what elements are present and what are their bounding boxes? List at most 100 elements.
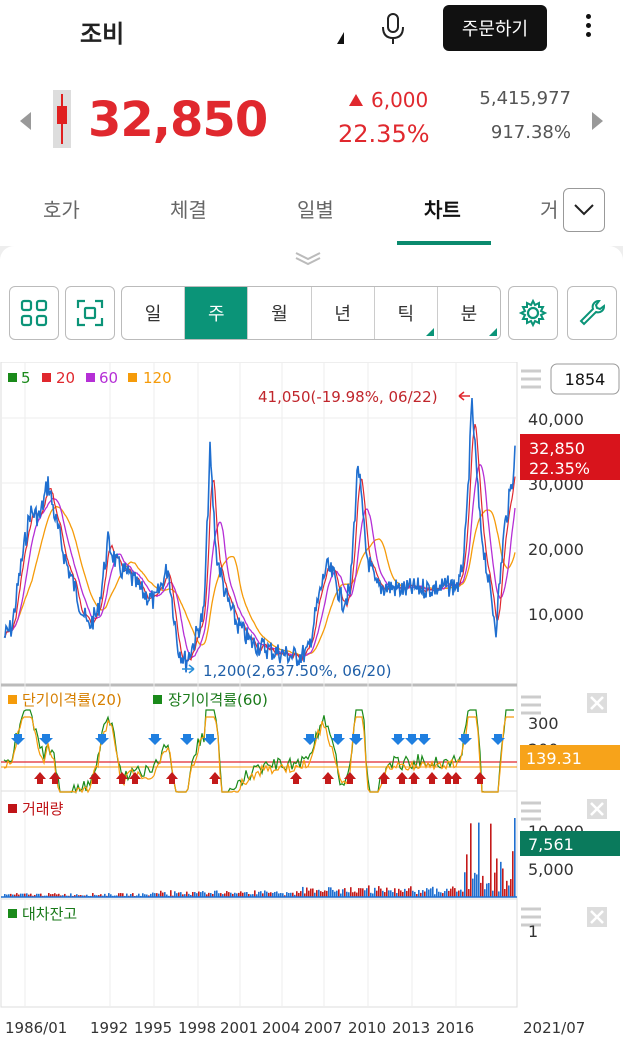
price-change-percent: 22.35%	[338, 120, 430, 148]
volume-bars	[4, 818, 516, 897]
ma20-line	[3, 423, 516, 662]
period-tick-label: 틱	[397, 304, 415, 325]
stock-select-caret-icon[interactable]	[330, 32, 344, 44]
volume-axis-menu-icon[interactable]	[521, 801, 541, 821]
x-axis-label: 1986/01	[5, 1019, 67, 1037]
tab-more[interactable]: 거	[540, 198, 559, 222]
period-month-label: 월	[271, 304, 288, 325]
disparity-axis-300: 300	[528, 714, 559, 733]
app-header: 조비 주문하기	[0, 0, 623, 58]
long-disparity-line	[3, 709, 514, 795]
trade-volume: 5,415,977	[479, 88, 571, 109]
turnover-ratio: 917.38%	[490, 122, 571, 143]
tab-chart[interactable]: 차트	[424, 198, 461, 222]
more-menu-icon[interactable]	[578, 10, 598, 46]
tabs-expand-button[interactable]	[563, 188, 605, 232]
ma120-line	[3, 505, 516, 657]
x-axis-label: 2010	[348, 1019, 386, 1037]
loan-axis-menu-icon[interactable]	[521, 907, 541, 927]
order-button[interactable]: 주문하기	[443, 5, 547, 51]
x-axis-label: 2013	[392, 1019, 430, 1037]
volume-value-marker	[520, 831, 620, 856]
price-series	[3, 397, 516, 673]
signal-arrows	[11, 734, 505, 784]
legend-ma5: 5	[21, 369, 31, 387]
count-badge[interactable]	[550, 363, 620, 395]
price-axis-menu-icon[interactable]	[521, 369, 541, 389]
x-axis-label: 2016	[436, 1019, 474, 1037]
x-axis-label: 1995	[134, 1019, 172, 1037]
period-month[interactable]: 월	[248, 287, 312, 339]
current-price-marker-price: 32,850	[529, 439, 585, 458]
period-tick[interactable]: 틱	[375, 287, 438, 339]
volume-axis-5000: 5,000	[528, 860, 574, 879]
legend-long-disparity: 장기이격률(60)	[168, 691, 268, 709]
x-axis-label: 1992	[90, 1019, 128, 1037]
tab-daily[interactable]: 일별	[297, 198, 334, 222]
fullscreen-button[interactable]	[65, 286, 115, 340]
period-year[interactable]: 년	[312, 287, 375, 339]
period-day-label: 일	[144, 304, 162, 325]
legend-volume: 거래량	[22, 800, 64, 818]
gear-icon	[518, 298, 548, 328]
layout-grid-button[interactable]	[9, 286, 59, 340]
count-badge-label: 1854	[565, 370, 606, 389]
low-price-annotation: 1,200(2,637.50%, 06/20)	[203, 662, 391, 680]
close-icon	[590, 910, 604, 924]
period-year-label: 년	[334, 304, 351, 325]
collapse-handle-icon[interactable]	[293, 250, 323, 266]
volume-value-label: 7,561	[528, 835, 574, 854]
period-minute-label: 분	[460, 304, 478, 325]
disparity-value-marker	[520, 745, 620, 770]
legend-ma20: 20	[56, 369, 75, 387]
chevron-down-icon	[574, 204, 594, 216]
price-change: 6,000	[349, 88, 428, 112]
disparity-axis-menu-icon[interactable]	[521, 695, 541, 715]
high-arrow-icon	[458, 391, 470, 401]
period-selector: 일 주 월 년 틱 분	[121, 286, 501, 340]
quote-summary: 32,850 6,000 22.35% 5,415,977 917.38%	[0, 82, 623, 158]
disparity-legend: 단기이격률(20) 장기이격률(60)	[8, 691, 268, 709]
x-axis-label: 2021/07	[523, 1019, 585, 1037]
detail-tabs: 호가 체결 일별 차트 거	[0, 178, 623, 245]
current-price-marker	[520, 434, 620, 480]
price-axis-20000: 20,000	[528, 540, 584, 559]
period-week[interactable]: 주	[185, 287, 249, 339]
grid-icon	[20, 299, 48, 327]
fullscreen-icon	[76, 299, 104, 327]
next-stock-icon[interactable]	[592, 112, 603, 130]
microphone-icon[interactable]	[378, 12, 408, 46]
candle-indicator-icon	[53, 90, 71, 148]
tab-orderbook[interactable]: 호가	[43, 198, 80, 222]
x-axis-label: 1998	[178, 1019, 216, 1037]
period-day[interactable]: 일	[122, 287, 186, 339]
stock-chart[interactable]: 5 20 60 120 41,050(-19.98%, 06/22) 1,200…	[0, 361, 623, 1039]
loan-axis-1: 1	[528, 922, 538, 941]
price-axis-10000: 10,000	[528, 605, 584, 624]
tab-trades[interactable]: 체결	[170, 198, 207, 222]
x-axis-label: 2001	[220, 1019, 258, 1037]
previous-stock-icon[interactable]	[20, 112, 31, 130]
short-disparity-line	[3, 716, 514, 794]
up-triangle-icon	[349, 94, 363, 106]
period-week-label: 주	[207, 304, 225, 325]
close-icon	[590, 696, 604, 710]
high-price-annotation: 41,050(-19.98%, 06/22)	[258, 388, 438, 406]
price-change-value: 6,000	[371, 88, 429, 112]
legend-short-disparity: 단기이격률(20)	[22, 691, 122, 709]
stock-name[interactable]: 조비	[80, 20, 125, 48]
price-legend: 5 20 60 120	[8, 369, 172, 387]
price-axis-40000: 40,000	[528, 410, 584, 429]
legend-loan-balance: 대차잔고	[22, 905, 77, 923]
wrench-icon	[579, 300, 605, 326]
chart-tools-button[interactable]	[567, 286, 617, 340]
chart-canvas[interactable]: 5 20 60 120 41,050(-19.98%, 06/22) 1,200…	[0, 361, 623, 1039]
legend-ma60: 60	[99, 369, 118, 387]
chart-toolbar: 일 주 월 년 틱 분	[0, 282, 623, 346]
x-axis-label: 2007	[304, 1019, 342, 1037]
chart-settings-button[interactable]	[508, 286, 558, 340]
close-icon	[590, 802, 604, 816]
legend-ma120: 120	[143, 369, 172, 387]
period-minute[interactable]: 분	[438, 287, 500, 339]
active-tab-indicator	[397, 241, 491, 245]
